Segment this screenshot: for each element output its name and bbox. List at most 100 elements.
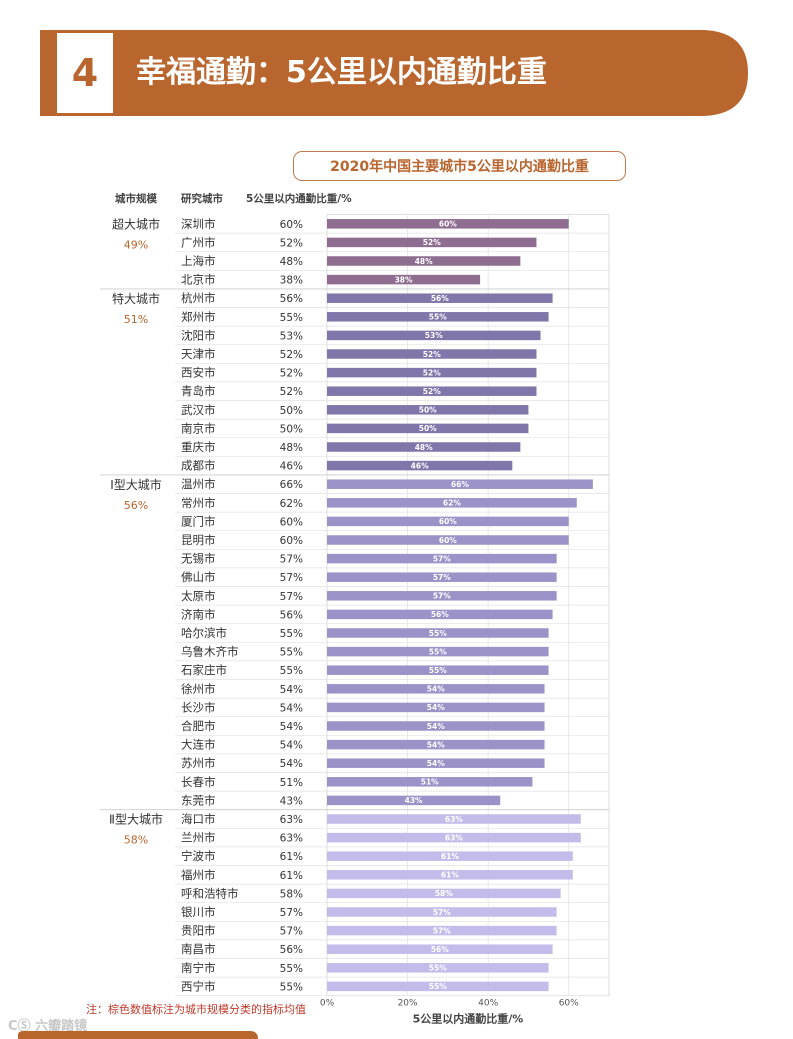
city-label: 西安市 <box>181 366 216 380</box>
bar-data-label: 56% <box>431 610 449 619</box>
value-label: 48% <box>280 442 303 454</box>
value-label: 57% <box>280 926 303 938</box>
city-label: 重庆市 <box>181 440 216 454</box>
x-tick-label: 20% <box>398 999 418 1009</box>
group-mean: 56% <box>124 499 148 512</box>
city-label: 上海市 <box>181 254 216 268</box>
bar <box>327 330 541 341</box>
city-label: 天津市 <box>181 347 216 361</box>
value-label: 55% <box>280 647 303 659</box>
bar-data-label: 57% <box>433 554 451 563</box>
bar <box>327 777 533 787</box>
bar-data-label: 52% <box>423 368 441 377</box>
value-label: 55% <box>280 628 303 640</box>
bar-data-label: 58% <box>435 889 453 898</box>
bar <box>327 256 521 266</box>
bar <box>327 293 553 303</box>
value-label: 56% <box>280 293 303 305</box>
bar <box>327 516 569 527</box>
bar <box>327 553 557 564</box>
value-label: 60% <box>280 535 303 547</box>
value-label: 55% <box>280 963 303 975</box>
value-label: 52% <box>280 386 303 398</box>
section-banner <box>40 30 748 116</box>
chart-title: 2020年中国主要城市5公里以内通勤比重 <box>293 151 626 181</box>
bar-data-label: 55% <box>429 964 447 973</box>
city-label: 贵阳市 <box>181 924 216 938</box>
bar <box>327 479 593 489</box>
value-label: 46% <box>280 461 303 473</box>
city-label: 长春市 <box>181 775 216 789</box>
value-label: 57% <box>280 907 303 919</box>
bar <box>327 423 529 434</box>
value-label: 54% <box>280 684 303 696</box>
bar <box>327 888 561 899</box>
value-label: 55% <box>280 981 303 993</box>
value-label: 57% <box>280 554 303 566</box>
bar <box>327 367 537 378</box>
city-label: 无锡市 <box>181 552 216 566</box>
group-label: 特大城市 <box>112 291 160 306</box>
bar <box>327 870 573 880</box>
bar-data-label: 60% <box>439 220 457 229</box>
value-label: 50% <box>280 423 303 435</box>
city-label: 厦门市 <box>181 514 216 528</box>
city-label: 济南市 <box>181 607 216 621</box>
bar <box>327 702 545 713</box>
city-label: 郑州市 <box>181 310 216 324</box>
city-label: 南宁市 <box>181 961 216 975</box>
bar-data-label: 50% <box>419 406 437 415</box>
bar <box>327 460 513 471</box>
city-label: 大连市 <box>181 738 216 752</box>
bar <box>327 219 569 229</box>
x-tick-label: 60% <box>559 999 579 1009</box>
bar <box>327 907 557 917</box>
bar-data-label: 54% <box>427 703 445 712</box>
value-label: 55% <box>280 312 303 324</box>
city-label: 哈尔滨市 <box>181 626 227 640</box>
bar-data-label: 57% <box>433 908 451 917</box>
city-label: 杭州市 <box>181 291 216 305</box>
value-label: 63% <box>280 814 303 826</box>
city-label: 呼和浩特市 <box>181 886 239 900</box>
bar <box>327 944 553 954</box>
header-group: 城市规模 <box>115 192 157 205</box>
city-label: 福州市 <box>181 868 216 882</box>
bar <box>327 386 537 396</box>
x-tick-label: 0% <box>320 999 335 1009</box>
bar <box>327 925 557 936</box>
bar-data-label: 55% <box>429 666 447 675</box>
value-label: 50% <box>280 405 303 417</box>
value-label: 63% <box>280 833 303 845</box>
bar-data-label: 48% <box>415 257 433 266</box>
city-label: 乌鲁木齐市 <box>181 645 239 659</box>
value-label: 61% <box>280 851 303 863</box>
header-city: 研究城市 <box>181 192 223 205</box>
bar <box>327 684 545 694</box>
city-label: 成都市 <box>181 459 216 473</box>
city-label: 兰州市 <box>181 831 216 845</box>
bar <box>327 963 549 973</box>
bar-data-label: 60% <box>439 517 457 526</box>
city-label: 南昌市 <box>181 942 216 956</box>
bar <box>327 646 549 657</box>
group-mean: 58% <box>124 834 148 847</box>
value-label: 54% <box>280 721 303 733</box>
footer-bar <box>18 1031 258 1039</box>
bar <box>327 795 501 806</box>
city-label: 青岛市 <box>181 384 216 398</box>
bar-data-label: 57% <box>433 573 451 582</box>
bar <box>327 535 569 545</box>
city-label: 苏州市 <box>181 756 216 770</box>
bar-data-label: 52% <box>423 350 441 359</box>
bar <box>327 851 573 861</box>
city-label: 沈阳市 <box>181 328 216 342</box>
value-label: 62% <box>280 498 303 510</box>
value-label: 52% <box>280 368 303 380</box>
bar <box>327 832 581 843</box>
city-label: 合肥市 <box>181 719 216 733</box>
bar <box>327 349 537 359</box>
bar-data-label: 46% <box>411 461 429 470</box>
bar-data-label: 43% <box>405 796 423 805</box>
